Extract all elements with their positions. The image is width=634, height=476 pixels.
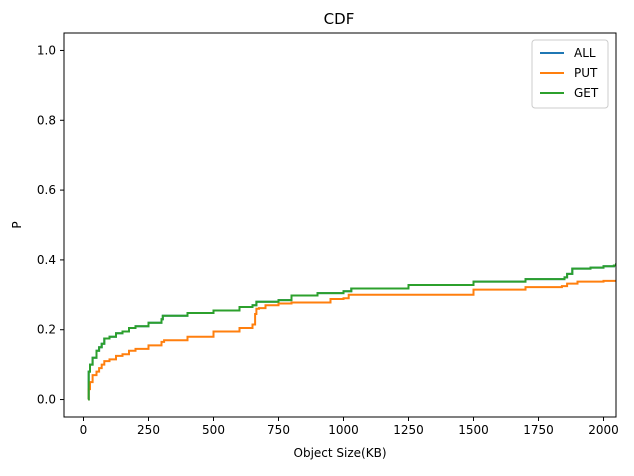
x-tick-label: 1750 xyxy=(523,423,554,437)
y-tick-label: 0.6 xyxy=(37,183,56,197)
x-tick-label: 1000 xyxy=(328,423,359,437)
legend: ALL PUT GET xyxy=(531,39,609,109)
y-tick-label: 0.2 xyxy=(37,323,56,337)
x-tick-label: 750 xyxy=(267,423,290,437)
plot-frame xyxy=(63,32,617,418)
y-tick-label: 1.0 xyxy=(37,43,56,57)
legend-label-get: GET xyxy=(574,86,599,100)
legend-label-put: PUT xyxy=(574,66,598,80)
series-line-put xyxy=(87,279,616,401)
y-tick-label: 0.8 xyxy=(37,113,56,127)
plot-area xyxy=(87,263,616,401)
x-tick-label: 2000 xyxy=(588,423,619,437)
y-axis-label: P xyxy=(10,221,24,228)
legend-label-all: ALL xyxy=(574,46,596,60)
x-tick-label: 1500 xyxy=(458,423,489,437)
x-tick-label: 0 xyxy=(80,423,88,437)
x-axis-label: Object Size(KB) xyxy=(294,446,387,460)
y-tick-label: 0.4 xyxy=(37,253,56,267)
chart-title: CDF xyxy=(324,10,355,28)
series-line-get xyxy=(87,263,616,401)
legend-box xyxy=(531,39,609,109)
x-axis: 0 250 500 750 1000 1250 1500 1750 2000 xyxy=(80,417,619,437)
x-tick-label: 500 xyxy=(202,423,225,437)
y-axis: 0.0 0.2 0.4 0.6 0.8 1.0 xyxy=(37,43,64,407)
y-tick-label: 0.0 xyxy=(37,393,56,407)
series-line-all xyxy=(87,263,616,401)
x-tick-label: 250 xyxy=(137,423,160,437)
x-tick-label: 1250 xyxy=(393,423,424,437)
